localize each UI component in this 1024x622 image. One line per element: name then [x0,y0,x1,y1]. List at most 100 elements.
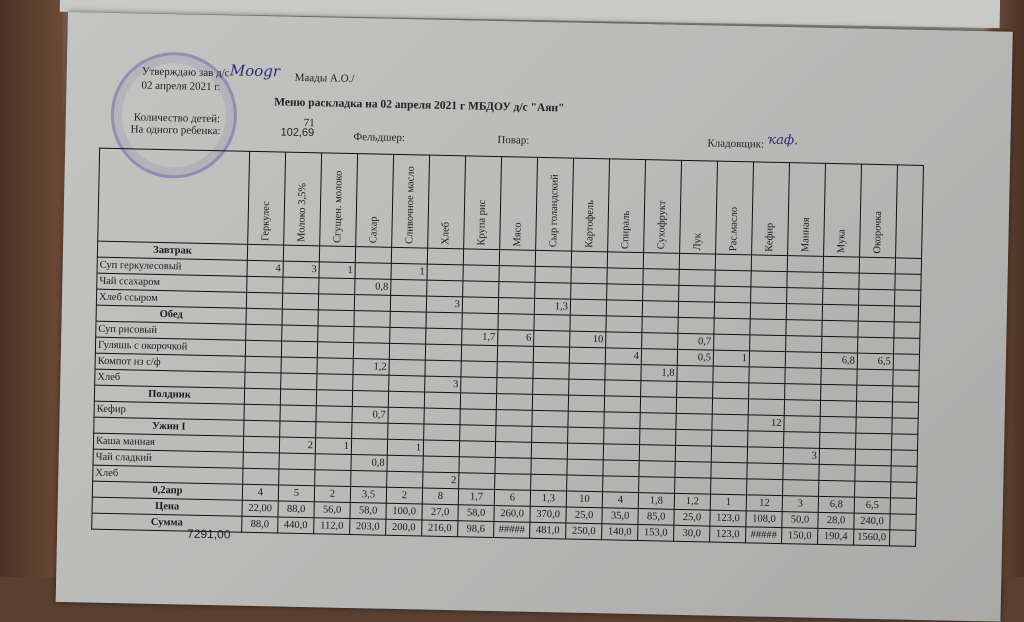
column-header: Хлеб [427,155,466,249]
empty-cell [748,398,785,416]
quantity-cell [712,366,750,383]
quantity-cell [605,331,642,349]
quantity-cell [462,264,500,282]
quantity-cell [496,377,533,395]
quantity-cell [602,459,640,477]
signature-storekeeper: ҡаф. [767,132,799,149]
quantity-cell [245,324,282,342]
empty-cell [460,392,497,410]
empty-cell [279,421,316,438]
quantity-cell [353,342,390,360]
empty-cell [319,245,356,263]
quantity-cell [603,443,640,461]
quantity-cell [675,413,713,431]
empty-cell [243,420,280,438]
column-header: Сгущен. молоко [319,152,358,247]
empty-cell [316,389,353,407]
quantity-cell [820,368,858,386]
empty-cell [532,394,569,412]
quantity-cell [460,360,498,378]
quantity-cell [749,350,786,368]
quantity-cell [245,340,282,358]
totals-cell: 25,0 [673,509,711,527]
totals-cell: 25,0 [565,507,603,524]
quantity-cell [639,444,676,462]
quantity-cell [602,475,639,493]
quantity-cell [711,414,749,431]
quantity-cell [749,334,786,352]
empty-cell [389,311,427,329]
empty-cell [352,390,389,408]
quantity-cell [458,472,495,490]
quantity-cell: 6,8 [821,352,858,370]
column-header-label: Рас.масло [728,206,741,252]
quantity-cell [531,410,569,428]
quantity-cell [458,456,496,474]
column-header: Рас.масло [715,161,754,255]
empty-cell [495,425,532,443]
totals-cell: 1,8 [638,492,675,510]
quantity-cell: 3 [426,296,463,313]
totals-cell: ##### [493,521,530,539]
quantity-cell: 1 [390,263,428,281]
quantity-cell [460,376,497,394]
empty-cell [892,385,919,403]
quantity-cell [317,325,354,343]
empty-cell [677,317,715,335]
empty-cell [713,318,751,335]
column-header: Лук [679,160,718,255]
quantity-cell [603,411,641,429]
column-header: Мясо [499,156,538,251]
quantity-cell [746,478,783,496]
quantity-cell [282,277,319,294]
quantity-cell [459,408,497,426]
totals-cell: 200,0 [385,519,422,537]
empty-cell [603,427,640,445]
empty-cell [890,465,918,483]
quantity-cell [317,341,354,359]
totals-cell: 6,8 [818,496,855,514]
quantity-cell [854,481,891,498]
totals-cell: 30,0 [673,525,710,543]
quantity-cell [246,292,283,310]
column-header-label: Геркулес [260,201,273,242]
empty-cell [423,424,460,441]
empty-cell [247,244,284,262]
quantity-cell [243,436,280,454]
column-header-label: Картофель [584,200,597,249]
quantity-cell [822,288,859,306]
quantity-cell [281,325,318,342]
quantity-cell [604,363,642,381]
quantity-cell [351,438,388,456]
totals-cell: 1560,0 [853,529,890,546]
empty-cell [391,247,428,265]
quantity-cell: 4 [247,260,284,278]
quantity-cell: 12 [747,414,785,432]
totals-cell: 250,0 [565,523,602,540]
empty-cell [567,427,604,444]
quantity-cell [606,299,643,317]
totals-cell: 112,0 [313,517,350,535]
empty-cell [893,353,920,371]
column-header: Манная [787,162,826,257]
totals-cell: 190,4 [817,528,854,546]
quantity-cell [785,351,822,369]
empty-cell [315,421,352,439]
empty-cell [787,255,824,273]
quantity-cell [534,282,571,300]
quantity-cell [604,379,641,397]
quantity-cell [783,415,821,433]
empty-cell [463,248,500,266]
totals-cell: 123,0 [709,510,747,527]
empty-cell [821,320,859,338]
empty-cell [643,252,680,270]
column-header: Молоко 3,5% [283,152,322,246]
empty-cell [604,395,641,413]
empty-cell [244,388,281,406]
totals-cell: 28,0 [817,512,855,530]
empty-cell [607,251,644,269]
totals-cell: 50,0 [781,511,819,529]
totals-cell: 8 [422,488,459,505]
quantity-cell [750,270,788,288]
signature-director: Мооgr [229,61,281,81]
